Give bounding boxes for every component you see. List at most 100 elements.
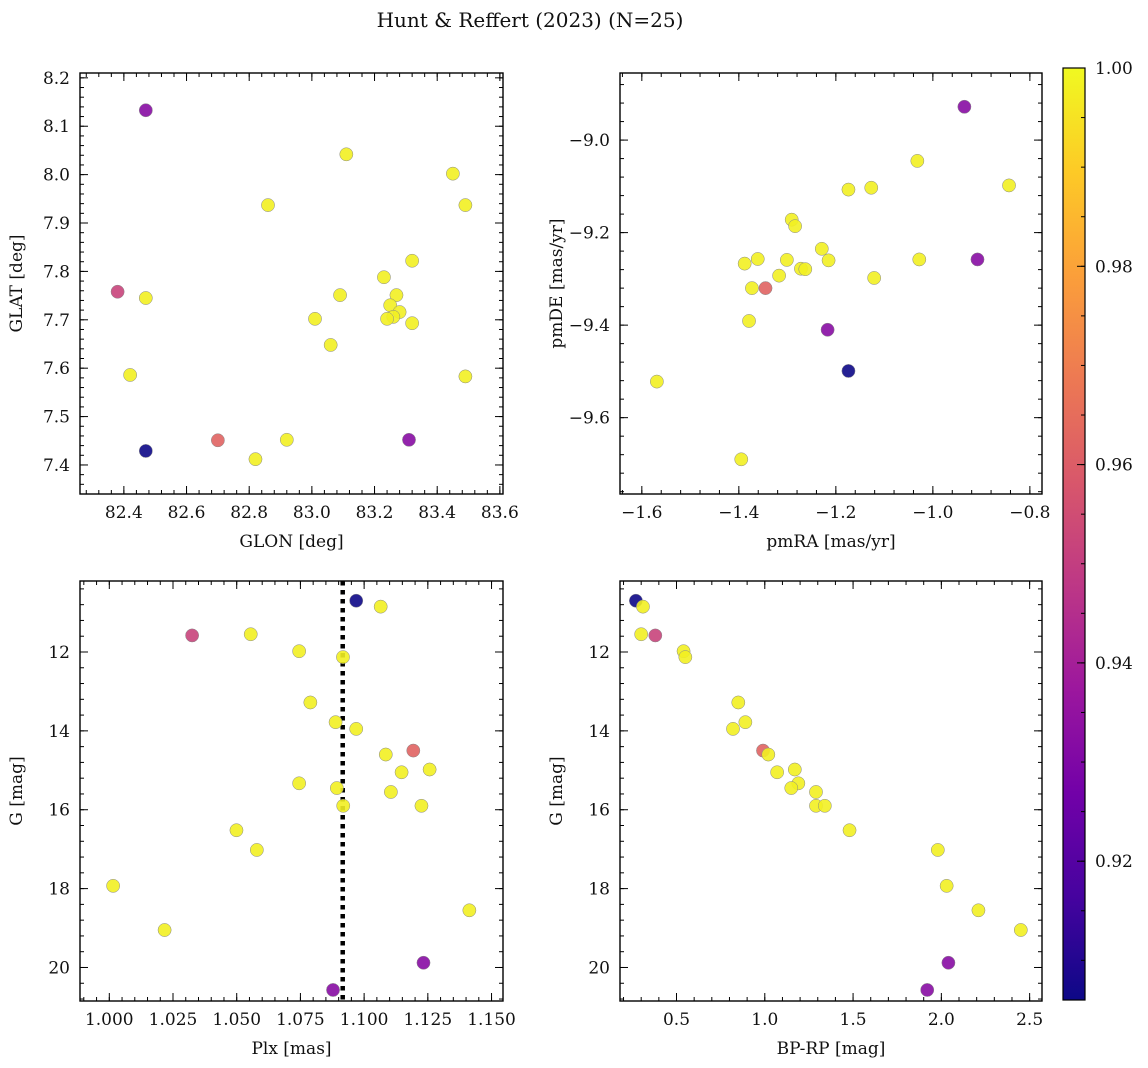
data-point	[930, 843, 945, 857]
data-point	[249, 843, 264, 857]
y-tick-label: 8.1	[43, 117, 70, 137]
data-point	[912, 252, 927, 267]
data-point	[841, 364, 856, 378]
data-point	[737, 256, 752, 271]
x-axis-label: GLON [deg]	[239, 532, 343, 552]
data-point	[462, 903, 477, 918]
data-point	[402, 432, 416, 447]
x-tick-label: 1.025	[149, 1010, 198, 1030]
x-tick-label: 1.100	[340, 1010, 389, 1030]
x-tick-label: 2.5	[1016, 1010, 1043, 1030]
x-tick-label: 1.000	[85, 1010, 134, 1030]
x-tick-label: 83.0	[293, 503, 331, 523]
data-point	[941, 955, 956, 970]
plot-frame	[79, 72, 504, 495]
data-point	[971, 903, 986, 918]
y-axis-label: G [mag]	[7, 756, 27, 825]
data-point	[734, 452, 749, 467]
data-point	[303, 695, 318, 710]
data-point	[373, 599, 388, 614]
data-point	[761, 747, 776, 762]
y-tick-label: 16	[588, 801, 610, 821]
data-point	[405, 316, 419, 331]
y-tick-label: 16	[48, 801, 70, 821]
y-tick-label: 7.5	[43, 408, 70, 428]
data-point	[864, 180, 879, 195]
colorbar-tick-label: 0.94	[1095, 654, 1133, 674]
data-point	[389, 288, 404, 302]
x-axis-label: BP-RP [mag]	[777, 1039, 886, 1059]
data-point	[292, 776, 306, 791]
data-point	[772, 268, 786, 283]
colorbar-tick-label: 1.00	[1095, 59, 1133, 79]
data-point	[394, 765, 409, 780]
colorbar-tick-label: 0.92	[1095, 852, 1133, 872]
data-point	[349, 722, 364, 736]
color-magnitude-panel: 0.5 1.0 1.5 2.0 2.5 12 14 16 18 20 BP-RP [mag] G [m…	[547, 580, 1043, 1059]
data-point	[422, 762, 437, 777]
data-point	[745, 281, 759, 295]
plot-frame	[79, 580, 504, 1002]
y-tick-label: 20	[48, 958, 70, 978]
y-tick-label: 12	[48, 643, 70, 663]
x-tick-label: 1.5	[840, 1010, 867, 1030]
data-point	[384, 785, 398, 799]
data-point	[821, 253, 836, 268]
x-tick-label: −0.8	[1009, 503, 1050, 523]
sky-position-panel: 82.4 82.6 82.8 83.0 83.2 83.4 83.6 7.4 7.5 7.6 7.7…	[7, 69, 519, 552]
data-point	[458, 369, 473, 384]
plot-frame	[619, 580, 1043, 1002]
y-tick-label: −9.2	[569, 224, 610, 244]
x-axis-label: Plx [mas]	[251, 1039, 331, 1059]
data-point	[1002, 178, 1016, 193]
data-point	[185, 628, 199, 643]
y-tick-label: 8.0	[43, 166, 70, 186]
data-point	[939, 878, 954, 893]
data-point	[867, 271, 882, 285]
y-tick-label: 7.7	[43, 311, 70, 331]
x-tick-label: 0.5	[663, 1010, 690, 1030]
data-point	[123, 368, 137, 382]
data-point	[634, 627, 649, 642]
data-point	[349, 593, 364, 608]
x-tick-label: 1.150	[467, 1010, 516, 1030]
data-point	[636, 599, 650, 614]
colorbar: 0.92 0.94 0.96 0.98 1.00	[1062, 59, 1133, 1001]
data-point	[416, 955, 431, 970]
data-point	[336, 798, 351, 813]
data-point	[809, 785, 823, 799]
data-point	[106, 878, 120, 893]
x-tick-label: 82.4	[105, 503, 143, 523]
data-point	[957, 99, 972, 114]
data-point	[817, 798, 832, 813]
data-point	[841, 182, 856, 197]
data-point	[726, 722, 740, 736]
data-point	[279, 432, 294, 447]
data-point	[328, 715, 343, 730]
data-point	[377, 270, 391, 285]
y-tick-label: 7.8	[43, 262, 70, 282]
y-tick-label: 14	[48, 722, 70, 742]
data-point	[292, 644, 306, 659]
x-axis-label: pmRA [mas/yr]	[766, 532, 895, 552]
x-tick-label: 83.6	[481, 503, 519, 523]
data-point	[211, 433, 225, 448]
x-tick-label: 1.050	[212, 1010, 261, 1030]
x-tick-label: 1.0	[751, 1010, 778, 1030]
x-tick-label: −1.0	[912, 503, 953, 523]
y-tick-label: −9.0	[569, 131, 610, 151]
y-tick-label: −9.4	[569, 316, 610, 336]
y-axis-label: pmDE [mas/yr]	[547, 218, 567, 348]
data-point	[678, 650, 693, 664]
x-tick-label: −1.6	[621, 503, 662, 523]
data-point	[788, 219, 802, 233]
y-tick-label: 18	[588, 880, 610, 900]
x-tick-label: −1.4	[718, 503, 759, 523]
data-point	[138, 444, 153, 458]
proper-motion-panel: −1.6 −1.4 −1.2 −1.0 −0.8 −9.6 −9.4 −9.2 −9.0 pmRA…	[547, 72, 1051, 552]
data-point	[406, 743, 421, 758]
data-point	[380, 311, 394, 326]
data-point	[261, 198, 275, 212]
data-point	[1013, 923, 1028, 937]
data-point	[814, 241, 829, 256]
